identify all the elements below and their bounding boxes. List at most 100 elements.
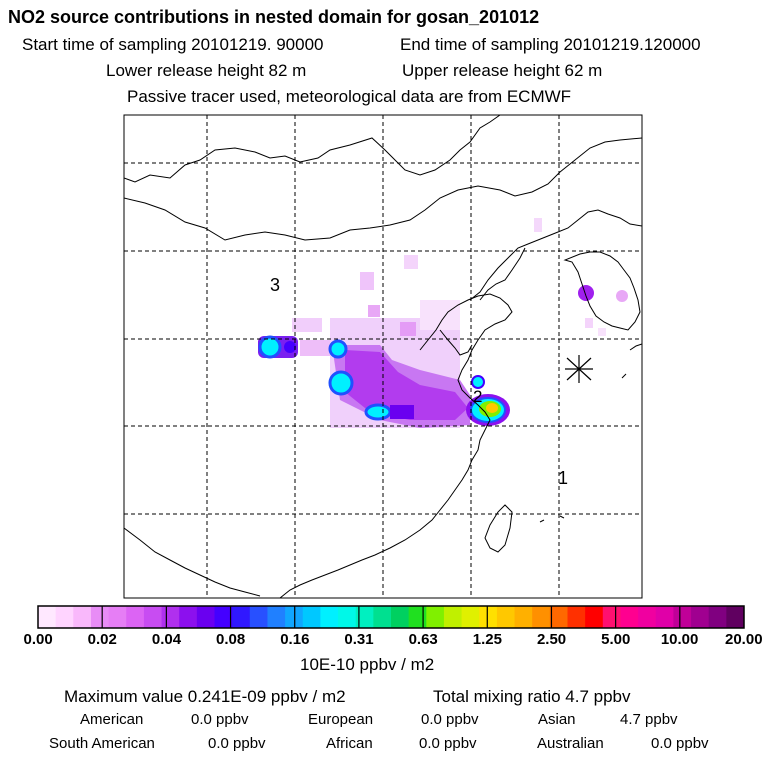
mongolia-border: [124, 137, 642, 241]
colorbar-cell: [373, 606, 392, 628]
colorbar-cell: [73, 606, 92, 628]
colorbar-tick-label: 20.00: [725, 631, 763, 648]
colorbar-tick-label: 10.00: [660, 631, 699, 648]
units-label: 10E-10 ppbv / m2: [300, 655, 435, 674]
plume-cell: [400, 322, 416, 336]
colorbar-cell: [708, 606, 727, 628]
colorbar-cell: [267, 606, 286, 628]
korea-source: [578, 285, 594, 301]
tracer-note: Passive tracer used, meteorological data…: [127, 87, 572, 106]
receptor-marker: [565, 355, 593, 383]
chart-title: NO2 source contributions in nested domai…: [8, 7, 540, 27]
colorbar-cell: [196, 606, 215, 628]
colorbar-cell: [338, 606, 357, 628]
contrib-value: 4.7 ppbv: [620, 711, 678, 728]
contrib-name: Asian: [538, 711, 576, 728]
contrib-value: 0.0 ppbv: [651, 735, 709, 752]
source-central-peak: [328, 370, 354, 396]
colorbar-cell: [496, 606, 516, 628]
colorbar-cell: [691, 606, 710, 628]
plume-core: [345, 350, 468, 420]
gridlines: [124, 115, 642, 598]
colorbar-cell: [620, 606, 639, 628]
south-border: [124, 527, 261, 597]
japan-island: [621, 373, 627, 379]
korea-source-faint: [616, 290, 628, 302]
colorbar-cell: [549, 606, 568, 628]
colorbar-cell: [585, 606, 604, 628]
colorbar-cell: [232, 606, 251, 628]
contrib-name: American: [80, 711, 144, 728]
total-mixing-label: Total mixing ratio 4.7 ppbv: [433, 687, 631, 706]
colorbar-ticks: [101, 606, 681, 628]
colorbar-cell: [108, 606, 127, 628]
plume-cell: [404, 255, 418, 269]
colorbar-cell: [55, 606, 74, 628]
colorbar-cell: [532, 606, 551, 628]
colorbar-cell: [567, 606, 586, 628]
colorbar-tick-label: 1.25: [472, 631, 502, 648]
colorbar-cell: [638, 606, 657, 628]
plume-cell: [598, 328, 606, 336]
colorbar-cell: [461, 606, 480, 628]
colorbar-cell: [514, 606, 533, 628]
colorbar-tick-label: 0.31: [344, 631, 374, 648]
colorbar-cell: [320, 606, 339, 628]
colorbar-tick-label: 5.00: [601, 631, 631, 648]
concentration-field: [258, 218, 628, 428]
small-island: [539, 519, 545, 523]
shandong: [439, 329, 473, 356]
japan-island: [629, 343, 642, 351]
colorbar-cell: [161, 606, 180, 628]
contrib-value: 0.0 ppbv: [191, 711, 249, 728]
colorbar-cell: [179, 606, 198, 628]
colorbar-cell: [391, 606, 410, 628]
colorbar: [38, 606, 745, 628]
plume-cell: [300, 340, 330, 356]
colorbar-tick-label: 0.04: [151, 631, 182, 648]
contrib-name: Australian: [537, 735, 604, 752]
colorbar-tick-label: 0.63: [408, 631, 438, 648]
small-island: [559, 515, 565, 519]
contrib-name: European: [308, 711, 374, 728]
plume-cell: [360, 272, 374, 290]
plume-cell: [534, 218, 542, 232]
colorbar-cell: [673, 606, 692, 628]
colorbar-cell: [602, 606, 621, 628]
hotspot-peak: [486, 403, 498, 413]
contrib-name: South American: [49, 735, 155, 752]
colorbar-cell: [214, 606, 233, 628]
colorbar-cell: [479, 606, 498, 628]
colorbar-frame: [37, 605, 745, 629]
colorbar-cell: [655, 606, 674, 628]
liaodong: [479, 247, 526, 301]
colorbar-cell: [126, 606, 145, 628]
end-time-label: End time of sampling 20101219.120000: [400, 35, 701, 54]
colorbar-tick-label: 0.16: [280, 631, 310, 648]
contrib-name: African: [326, 735, 373, 752]
taiwan: [484, 504, 513, 553]
region-label-2: 2: [473, 387, 482, 406]
region-label-1: 1: [558, 468, 568, 488]
max-value-label: Maximum value 0.241E-09 ppbv / m2: [64, 687, 346, 706]
hotspot-north: [471, 375, 485, 389]
contrib-value: 0.0 ppbv: [421, 711, 479, 728]
colorbar-tick-label: 0.00: [23, 631, 53, 648]
lower-release-label: Lower release height 82 m: [106, 61, 307, 80]
upper-release-label: Upper release height 62 m: [402, 61, 603, 80]
colorbar-cell: [726, 606, 745, 628]
colorbar-tick-label: 0.02: [87, 631, 117, 648]
source-west-peak: [284, 341, 296, 353]
source-central-peak: [328, 339, 348, 359]
colorbar-cell: [302, 606, 321, 628]
start-time-label: Start time of sampling 20101219. 90000: [22, 35, 324, 54]
plume-cell: [420, 300, 460, 330]
colorbar-cell: [249, 606, 268, 628]
plume-cell: [390, 405, 414, 419]
source-central-peak: [364, 403, 392, 421]
contrib-value: 0.0 ppbv: [419, 735, 477, 752]
plume-cell: [368, 305, 380, 317]
colorbar-cell: [443, 606, 463, 628]
colorbar-cell: [38, 606, 57, 628]
region-label-3: 3: [270, 275, 280, 295]
